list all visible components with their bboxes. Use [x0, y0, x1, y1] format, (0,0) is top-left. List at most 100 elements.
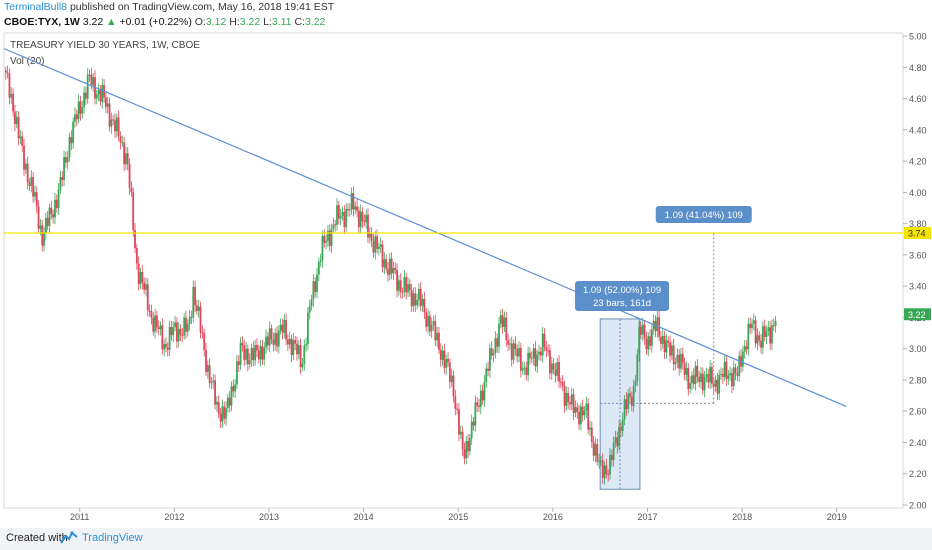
tradingview-logo-icon[interactable]: [60, 531, 78, 545]
candle-body: [731, 373, 733, 387]
y-tick-label: 2.20: [909, 469, 927, 479]
candle-body: [399, 280, 402, 292]
candle-body: [237, 361, 240, 365]
candle-body: [387, 268, 389, 275]
publish-bar: TerminalBull8 published on TradingView.c…: [0, 0, 932, 14]
candle-body: [554, 369, 557, 376]
candle-body: [463, 449, 466, 459]
candle-body: [503, 317, 506, 327]
candle-body: [74, 114, 76, 122]
candle-body: [301, 363, 304, 368]
candle-body: [529, 352, 531, 359]
candle-body: [476, 402, 479, 406]
candle-body: [711, 367, 713, 384]
candle-body: [541, 333, 544, 356]
candle-body: [576, 407, 579, 412]
candle-body: [407, 284, 409, 293]
candle-body: [419, 288, 422, 306]
candle-body: [252, 348, 255, 361]
candle-body: [72, 121, 75, 144]
author-link[interactable]: TerminalBull8: [4, 1, 68, 13]
candle-body: [236, 361, 238, 385]
candle-body: [243, 345, 246, 360]
candle-body: [625, 399, 628, 410]
candle-body: [461, 431, 464, 450]
range-label-line2: 23 bars, 161d: [593, 298, 651, 309]
candle-body: [543, 333, 546, 348]
candle-body: [701, 373, 704, 391]
candle-body: [681, 353, 684, 363]
candle-body: [641, 324, 644, 335]
last-price: 3.22: [82, 16, 104, 28]
candle-body: [596, 444, 599, 462]
candle-body: [279, 324, 282, 331]
y-tick-label: 3.80: [909, 219, 927, 229]
quote-bar: CBOE:TYX, 1W 3.22 ▲ +0.01 (+0.22%) O:3.1…: [0, 15, 932, 29]
candle-body: [130, 188, 133, 193]
created-with-text: Created with: [6, 532, 68, 544]
candle-body: [447, 359, 449, 363]
x-tick-label: 2015: [448, 512, 468, 522]
candle-body: [605, 465, 608, 475]
candle-body: [276, 333, 278, 347]
candle-body: [299, 345, 302, 368]
candle-body: [559, 381, 562, 383]
candle-body: [172, 327, 175, 336]
candle-body: [501, 315, 504, 327]
x-tick-label: 2016: [543, 512, 563, 522]
candle-body: [145, 284, 147, 290]
candle-body: [569, 402, 571, 405]
candle-body: [527, 352, 530, 376]
candle-body: [536, 354, 539, 367]
candle-body: [54, 199, 56, 218]
candle-body: [357, 210, 360, 228]
candle-body: [48, 207, 51, 226]
price-chart[interactable]: 5.004.804.604.404.204.003.803.603.403.20…: [0, 0, 932, 528]
candle-body: [28, 182, 31, 186]
candle-body: [439, 349, 442, 360]
candle-body: [348, 209, 351, 211]
candle-body: [41, 225, 44, 246]
candle-body: [459, 431, 462, 435]
candle-body: [159, 325, 162, 330]
candle-body: [50, 207, 53, 214]
candle-body: [479, 390, 482, 408]
candle-body: [521, 368, 524, 371]
candle-body: [492, 353, 495, 356]
candle-body: [539, 351, 542, 356]
candle-body: [376, 236, 378, 249]
candle-body: [223, 406, 226, 419]
candle-body: [108, 103, 111, 127]
candle-body: [23, 145, 25, 170]
candle-body: [157, 327, 160, 330]
candle-body: [341, 211, 344, 216]
candle-body: [257, 350, 260, 360]
candle-body: [769, 327, 772, 344]
candle-body: [132, 192, 135, 231]
y-tick-label: 4.40: [909, 125, 927, 135]
tradingview-brand[interactable]: TradingView: [82, 532, 143, 544]
candle-body: [19, 136, 22, 139]
candle-body: [265, 336, 267, 348]
candle-body: [738, 355, 741, 376]
candle-body: [709, 367, 711, 383]
candle-body: [752, 320, 755, 324]
candle-body: [26, 163, 29, 183]
candle-body: [481, 390, 484, 401]
candle-body: [92, 77, 95, 86]
candle-body: [99, 90, 102, 102]
candle-body: [205, 349, 207, 372]
candle-body: [8, 73, 11, 98]
candle-body: [245, 348, 247, 360]
candle-body: [670, 345, 673, 356]
candle-body: [77, 101, 80, 120]
candle-body: [135, 248, 138, 264]
candle-body: [330, 228, 333, 246]
candle-body: [101, 85, 104, 102]
candle-body: [228, 397, 231, 406]
candle-body: [721, 373, 724, 377]
candle-body: [618, 426, 621, 447]
trendline[interactable]: [3, 48, 847, 407]
candle-body: [34, 192, 36, 197]
x-tick-label: 2011: [70, 512, 89, 522]
